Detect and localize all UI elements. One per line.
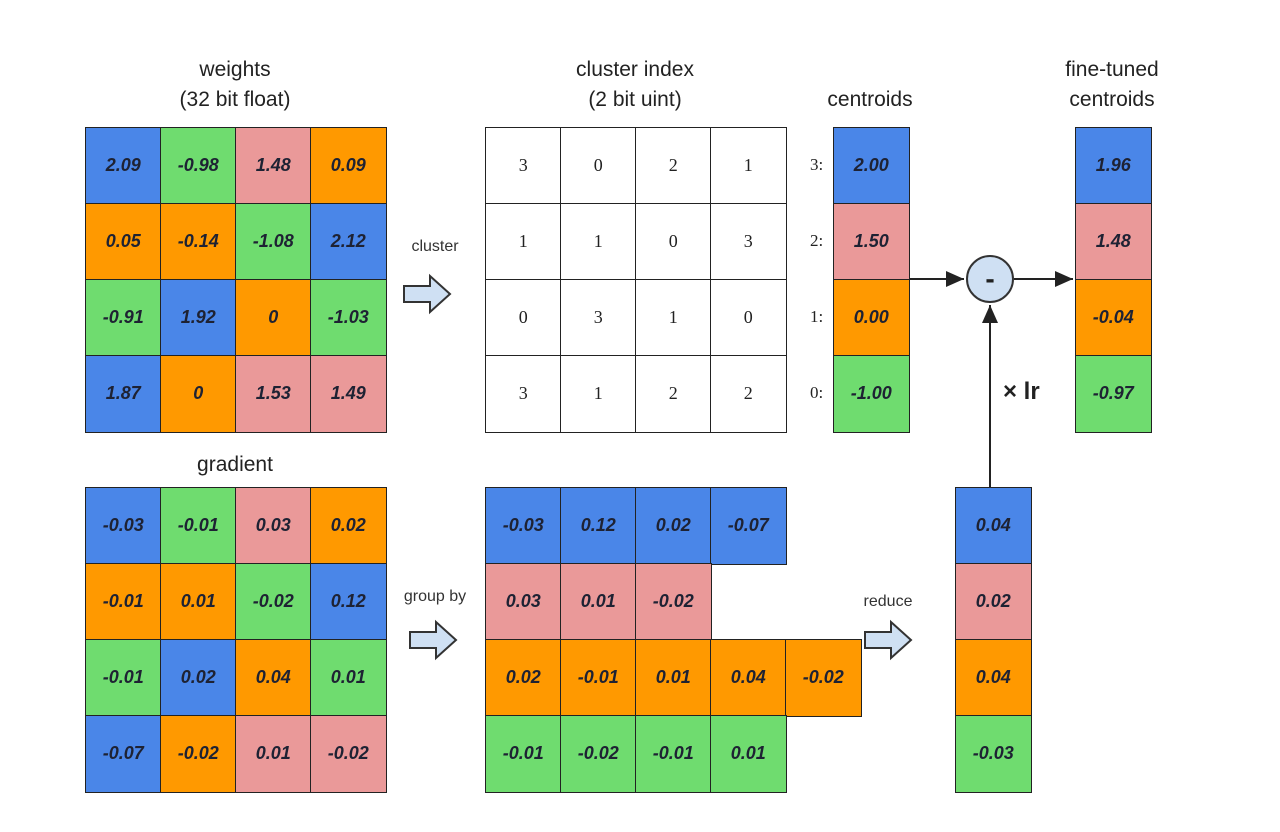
weight-cell: -0.91 — [85, 279, 162, 357]
gradient-cell: -0.01 — [85, 563, 162, 641]
cluster-index-cell: 3 — [485, 127, 562, 205]
minus-sign: - — [985, 263, 994, 294]
weight-cell: 1.48 — [235, 127, 312, 205]
gradient-cell: -0.02 — [160, 715, 237, 793]
gradient-cell: -0.02 — [235, 563, 312, 641]
grouped-gradient-cell: 0.02 — [485, 639, 562, 717]
weight-cell: 0.05 — [85, 203, 162, 281]
gradient-cell: 0.01 — [235, 715, 312, 793]
grouped-gradient-cell: 0.04 — [710, 639, 787, 717]
grouped-gradient-cell: 0.02 — [635, 487, 712, 565]
centroid-cell: 2.00 — [833, 127, 910, 205]
finetuned-centroid-cell: 1.96 — [1075, 127, 1152, 205]
grouped-gradient-cell: -0.01 — [485, 715, 562, 793]
weight-cell: 1.87 — [85, 355, 162, 433]
weight-cell: 0 — [235, 279, 312, 357]
minus-operator-icon — [966, 255, 1014, 303]
gradient-cell: -0.07 — [85, 715, 162, 793]
weight-cell: 0 — [160, 355, 237, 433]
finetuned-centroid-cell: -0.04 — [1075, 279, 1152, 357]
weight-cell: 0.09 — [310, 127, 387, 205]
grouped-gradient-cell: 0.01 — [560, 563, 637, 641]
gradient-cell: 0.02 — [160, 639, 237, 717]
weight-cell: -0.98 — [160, 127, 237, 205]
cluster-arrow-label: cluster — [411, 238, 459, 255]
cluster-index-cell: 2 — [710, 355, 787, 433]
grouped-gradient-cell: -0.03 — [485, 487, 562, 565]
centroid-label: 2: — [810, 231, 824, 250]
cluster-index-cell: 0 — [560, 127, 637, 205]
grouped-gradient-cell: 0.01 — [710, 715, 787, 793]
cluster-index-cell: 1 — [710, 127, 787, 205]
gradient-cell: 0.04 — [235, 639, 312, 717]
weight-cell: 2.12 — [310, 203, 387, 281]
cluster-index-cell: 1 — [560, 203, 637, 281]
gradient-title: gradient — [197, 453, 273, 476]
grouped-gradient-cell: -0.02 — [560, 715, 637, 793]
centroid-cell: -1.00 — [833, 355, 910, 433]
gradient-cell: -0.01 — [85, 639, 162, 717]
grouped-gradient-cell: 0.01 — [635, 639, 712, 717]
centroid-cell: 0.00 — [833, 279, 910, 357]
centroid-label: 1: — [810, 307, 824, 326]
grouped-gradient-cell: -0.01 — [635, 715, 712, 793]
reduced-gradient-cell: 0.02 — [955, 563, 1032, 641]
weight-cell: 2.09 — [85, 127, 162, 205]
reduce-arrow-label: reduce — [863, 593, 913, 610]
cluster-index-cell: 2 — [635, 355, 712, 433]
cluster-index-cell: 0 — [635, 203, 712, 281]
gradient-cell: -0.02 — [310, 715, 387, 793]
cluster-index-cell: 0 — [710, 279, 787, 357]
weights-subtitle: (32 bit float) — [179, 88, 291, 111]
reduced-gradient-cell: 0.04 — [955, 639, 1032, 717]
grouped-gradient-cell: 0.12 — [560, 487, 637, 565]
gradient-cell: -0.03 — [85, 487, 162, 565]
weights-title: weights — [199, 58, 271, 81]
gradient-cell: 0.01 — [160, 563, 237, 641]
cluster-index-cell: 3 — [710, 203, 787, 281]
grouped-gradient-cell: -0.07 — [710, 487, 787, 565]
finetuned-centroid-cell: 1.48 — [1075, 203, 1152, 281]
gradient-cell: -0.01 — [160, 487, 237, 565]
weight-cell: 1.92 — [160, 279, 237, 357]
cluster-index-cell: 3 — [560, 279, 637, 357]
groupby-arrow-icon — [409, 619, 458, 661]
cluster-index-cell: 3 — [485, 355, 562, 433]
reduce-arrow-icon — [864, 619, 913, 661]
weight-cell: -1.03 — [310, 279, 387, 357]
finetuned-title-line2: centroids — [1069, 88, 1155, 111]
cluster-index-cell: 1 — [560, 355, 637, 433]
grouped-gradient-cell: -0.02 — [785, 639, 862, 717]
finetuned-centroid-cell: -0.97 — [1075, 355, 1152, 433]
cluster-index-title: cluster index — [576, 58, 694, 81]
grouped-gradient-cell: 0.03 — [485, 563, 562, 641]
grouped-gradient-cell: -0.01 — [560, 639, 637, 717]
weight-cell: 1.53 — [235, 355, 312, 433]
gradient-cell: 0.12 — [310, 563, 387, 641]
centroid-label: 0: — [810, 383, 824, 402]
reduced-gradient-cell: -0.03 — [955, 715, 1032, 793]
centroid-label: 3: — [810, 155, 824, 174]
gradient-cell: 0.03 — [235, 487, 312, 565]
groupby-arrow-label: group by — [403, 588, 467, 605]
cluster-index-cell: 2 — [635, 127, 712, 205]
grouped-gradient-cell: -0.02 — [635, 563, 712, 641]
centroid-cell: 1.50 — [833, 203, 910, 281]
gradient-cell: 0.02 — [310, 487, 387, 565]
cluster-index-subtitle: (2 bit uint) — [588, 88, 682, 111]
finetuned-title-line1: fine-tuned — [1065, 58, 1159, 81]
gradient-cell: 0.01 — [310, 639, 387, 717]
weight-cell: 1.49 — [310, 355, 387, 433]
cluster-index-cell: 1 — [635, 279, 712, 357]
reduced-gradient-cell: 0.04 — [955, 487, 1032, 565]
weight-cell: -1.08 — [235, 203, 312, 281]
centroids-title: centroids — [827, 88, 913, 111]
cluster-arrow-icon — [403, 273, 452, 315]
learning-rate-label: × lr — [1003, 378, 1040, 405]
cluster-index-cell: 1 — [485, 203, 562, 281]
weight-cell: -0.14 — [160, 203, 237, 281]
cluster-index-cell: 0 — [485, 279, 562, 357]
